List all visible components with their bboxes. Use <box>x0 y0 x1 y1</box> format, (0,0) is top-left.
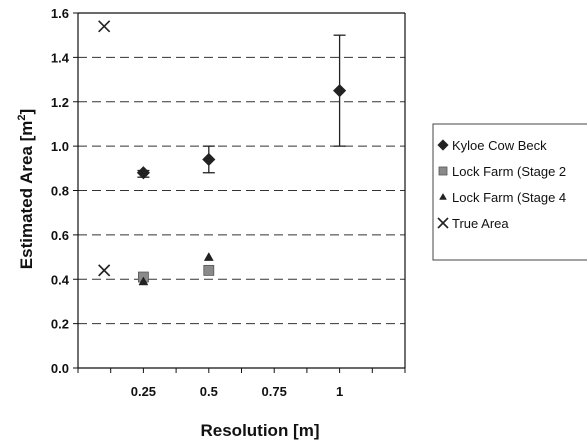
point-0-1 <box>202 152 216 167</box>
x-tick-label-2: 0.75 <box>262 384 287 399</box>
point-2-0 <box>138 276 149 286</box>
legend: Kyloe Cow Beck Lock Farm (Stage 2 Lock Far… <box>432 123 587 261</box>
legend-marker-0 <box>437 139 449 151</box>
y-tick-label-7: 1.4 <box>51 50 70 65</box>
x-tick-label-3: 1 <box>336 384 343 399</box>
legend-marker-3 <box>437 217 449 229</box>
y-tick-label-5: 1.0 <box>51 139 69 154</box>
point-3-0 <box>98 20 111 33</box>
x-tick-label-0: 0.25 <box>131 384 156 399</box>
x-tick-label-1: 0.5 <box>200 384 218 399</box>
legend-label-2: Lock Farm (Stage 4 <box>452 190 566 205</box>
point-3-1 <box>98 264 111 277</box>
data-points <box>98 20 347 286</box>
point-0-2 <box>333 84 347 98</box>
x-axis-title: Resolution [m] <box>201 421 320 440</box>
y-tick-label-0: 0.0 <box>51 361 69 376</box>
point-2-1 <box>203 252 214 261</box>
y-axis-title: Estimated Area [m2] <box>16 109 36 269</box>
y-tick-label-1: 0.2 <box>51 317 69 332</box>
legend-label-1: Lock Farm (Stage 2 <box>452 164 566 179</box>
grid-lines <box>78 56 405 325</box>
y-axis-ticks: 0.0 0.2 0.4 0.6 0.8 1.0 1.2 1.4 1.6 <box>51 6 78 376</box>
legend-marker-2 <box>439 193 447 200</box>
legend-box <box>432 123 587 261</box>
y-tick-label-6: 1.2 <box>51 95 69 110</box>
legend-marker-1 <box>438 166 448 176</box>
x-axis-ticks: 0.25 0.5 0.75 1 <box>77 368 406 399</box>
y-tick-label-8: 1.6 <box>51 6 69 21</box>
y-tick-label-3: 0.6 <box>51 228 69 243</box>
y-axis-title-main: Estimated Area [m <box>17 121 36 270</box>
y-axis-title-end: ] <box>17 109 36 115</box>
y-tick-label-4: 0.8 <box>51 184 69 199</box>
legend-label-0: Kyloe Cow Beck <box>452 138 547 153</box>
y-tick-label-2: 0.4 <box>51 272 70 287</box>
point-1-1 <box>203 264 215 276</box>
point-0-0 <box>136 166 150 180</box>
legend-label-3: True Area <box>452 216 509 231</box>
y-axis-title-superscript: 2 <box>16 114 28 120</box>
